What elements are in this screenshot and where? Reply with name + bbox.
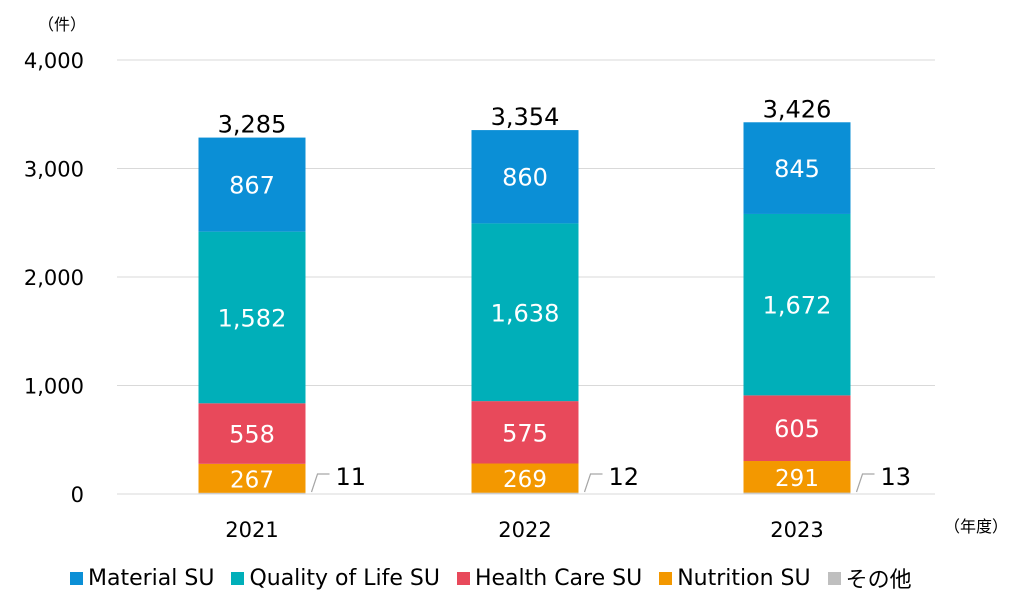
data-label: 867	[229, 172, 275, 200]
total-label: 3,285	[218, 111, 287, 139]
legend-label: その他	[845, 568, 912, 593]
bar-segment	[471, 463, 579, 493]
legend-item: Health Care SU	[456, 565, 643, 591]
legend-item: その他	[827, 562, 912, 594]
leader-line	[855, 473, 875, 493]
y-tick-label: 3,000	[24, 158, 84, 182]
bar-segment	[743, 213, 851, 396]
y-tick-label: 1,000	[24, 375, 84, 399]
data-label-outside: 12	[609, 463, 640, 491]
data-label: 845	[774, 155, 820, 183]
bar-segment	[198, 463, 306, 493]
bar-segment	[743, 461, 851, 493]
x-axis-unit-label: （年度）	[944, 517, 1008, 536]
legend-swatch	[70, 571, 83, 585]
bar-segment	[743, 122, 851, 214]
y-tick-label: 0	[71, 483, 84, 507]
bar-segment	[743, 395, 851, 462]
data-label: 575	[502, 419, 548, 447]
bar-segment	[471, 492, 579, 494]
legend-swatch	[659, 571, 673, 585]
data-label: 1,672	[763, 292, 832, 320]
leader-line	[310, 473, 330, 493]
stacked-bar-chart: 0 1,000 2,000 3,000 4,000 （件） 11 267 558 1,582 867…	[24, 15, 1008, 542]
data-label: 1,638	[491, 299, 560, 327]
bar-segment	[198, 137, 306, 232]
legend-label: Health Care SU	[474, 565, 643, 591]
bar-segment	[743, 492, 851, 494]
legend-item: Nutrition SU	[659, 565, 811, 591]
data-label-outside: 13	[881, 463, 912, 491]
legend-label: Quality of Life SU	[249, 565, 440, 591]
data-label: 860	[502, 164, 548, 192]
legend-item: Material SU	[70, 566, 214, 591]
x-tick-label: 2021	[225, 518, 278, 542]
total-label: 3,426	[763, 95, 832, 123]
legend-swatch	[456, 571, 470, 585]
data-label: 558	[229, 421, 275, 449]
legend-swatch	[827, 571, 841, 585]
chart-legend: Material SU Quality of Life SU Health Care…	[70, 562, 929, 594]
x-tick-label: 2022	[498, 518, 551, 542]
bar-segment	[471, 223, 579, 402]
legend-label: Material SU	[88, 565, 215, 591]
bar-segment	[198, 231, 306, 404]
bar-segment	[471, 401, 579, 464]
bar-segment	[198, 403, 306, 464]
data-label: 605	[774, 415, 820, 443]
data-label-outside: 11	[336, 463, 367, 491]
data-label: 1,582	[218, 304, 287, 332]
legend-item: Quality of Life SU	[231, 566, 440, 591]
y-axis-unit-label: （件）	[38, 15, 86, 34]
legend-label: Nutrition SU	[677, 565, 811, 591]
legend-swatch	[231, 571, 245, 585]
x-tick-label: 2023	[770, 518, 823, 542]
data-label: 267	[230, 467, 274, 493]
leader-line	[583, 473, 603, 493]
data-label: 269	[503, 467, 547, 493]
y-tick-label: 2,000	[24, 266, 84, 290]
data-label: 291	[775, 466, 819, 492]
bar-segment	[198, 492, 306, 494]
y-tick-label: 4,000	[24, 49, 84, 73]
total-label: 3,354	[491, 103, 560, 131]
bar-segment	[471, 130, 579, 224]
